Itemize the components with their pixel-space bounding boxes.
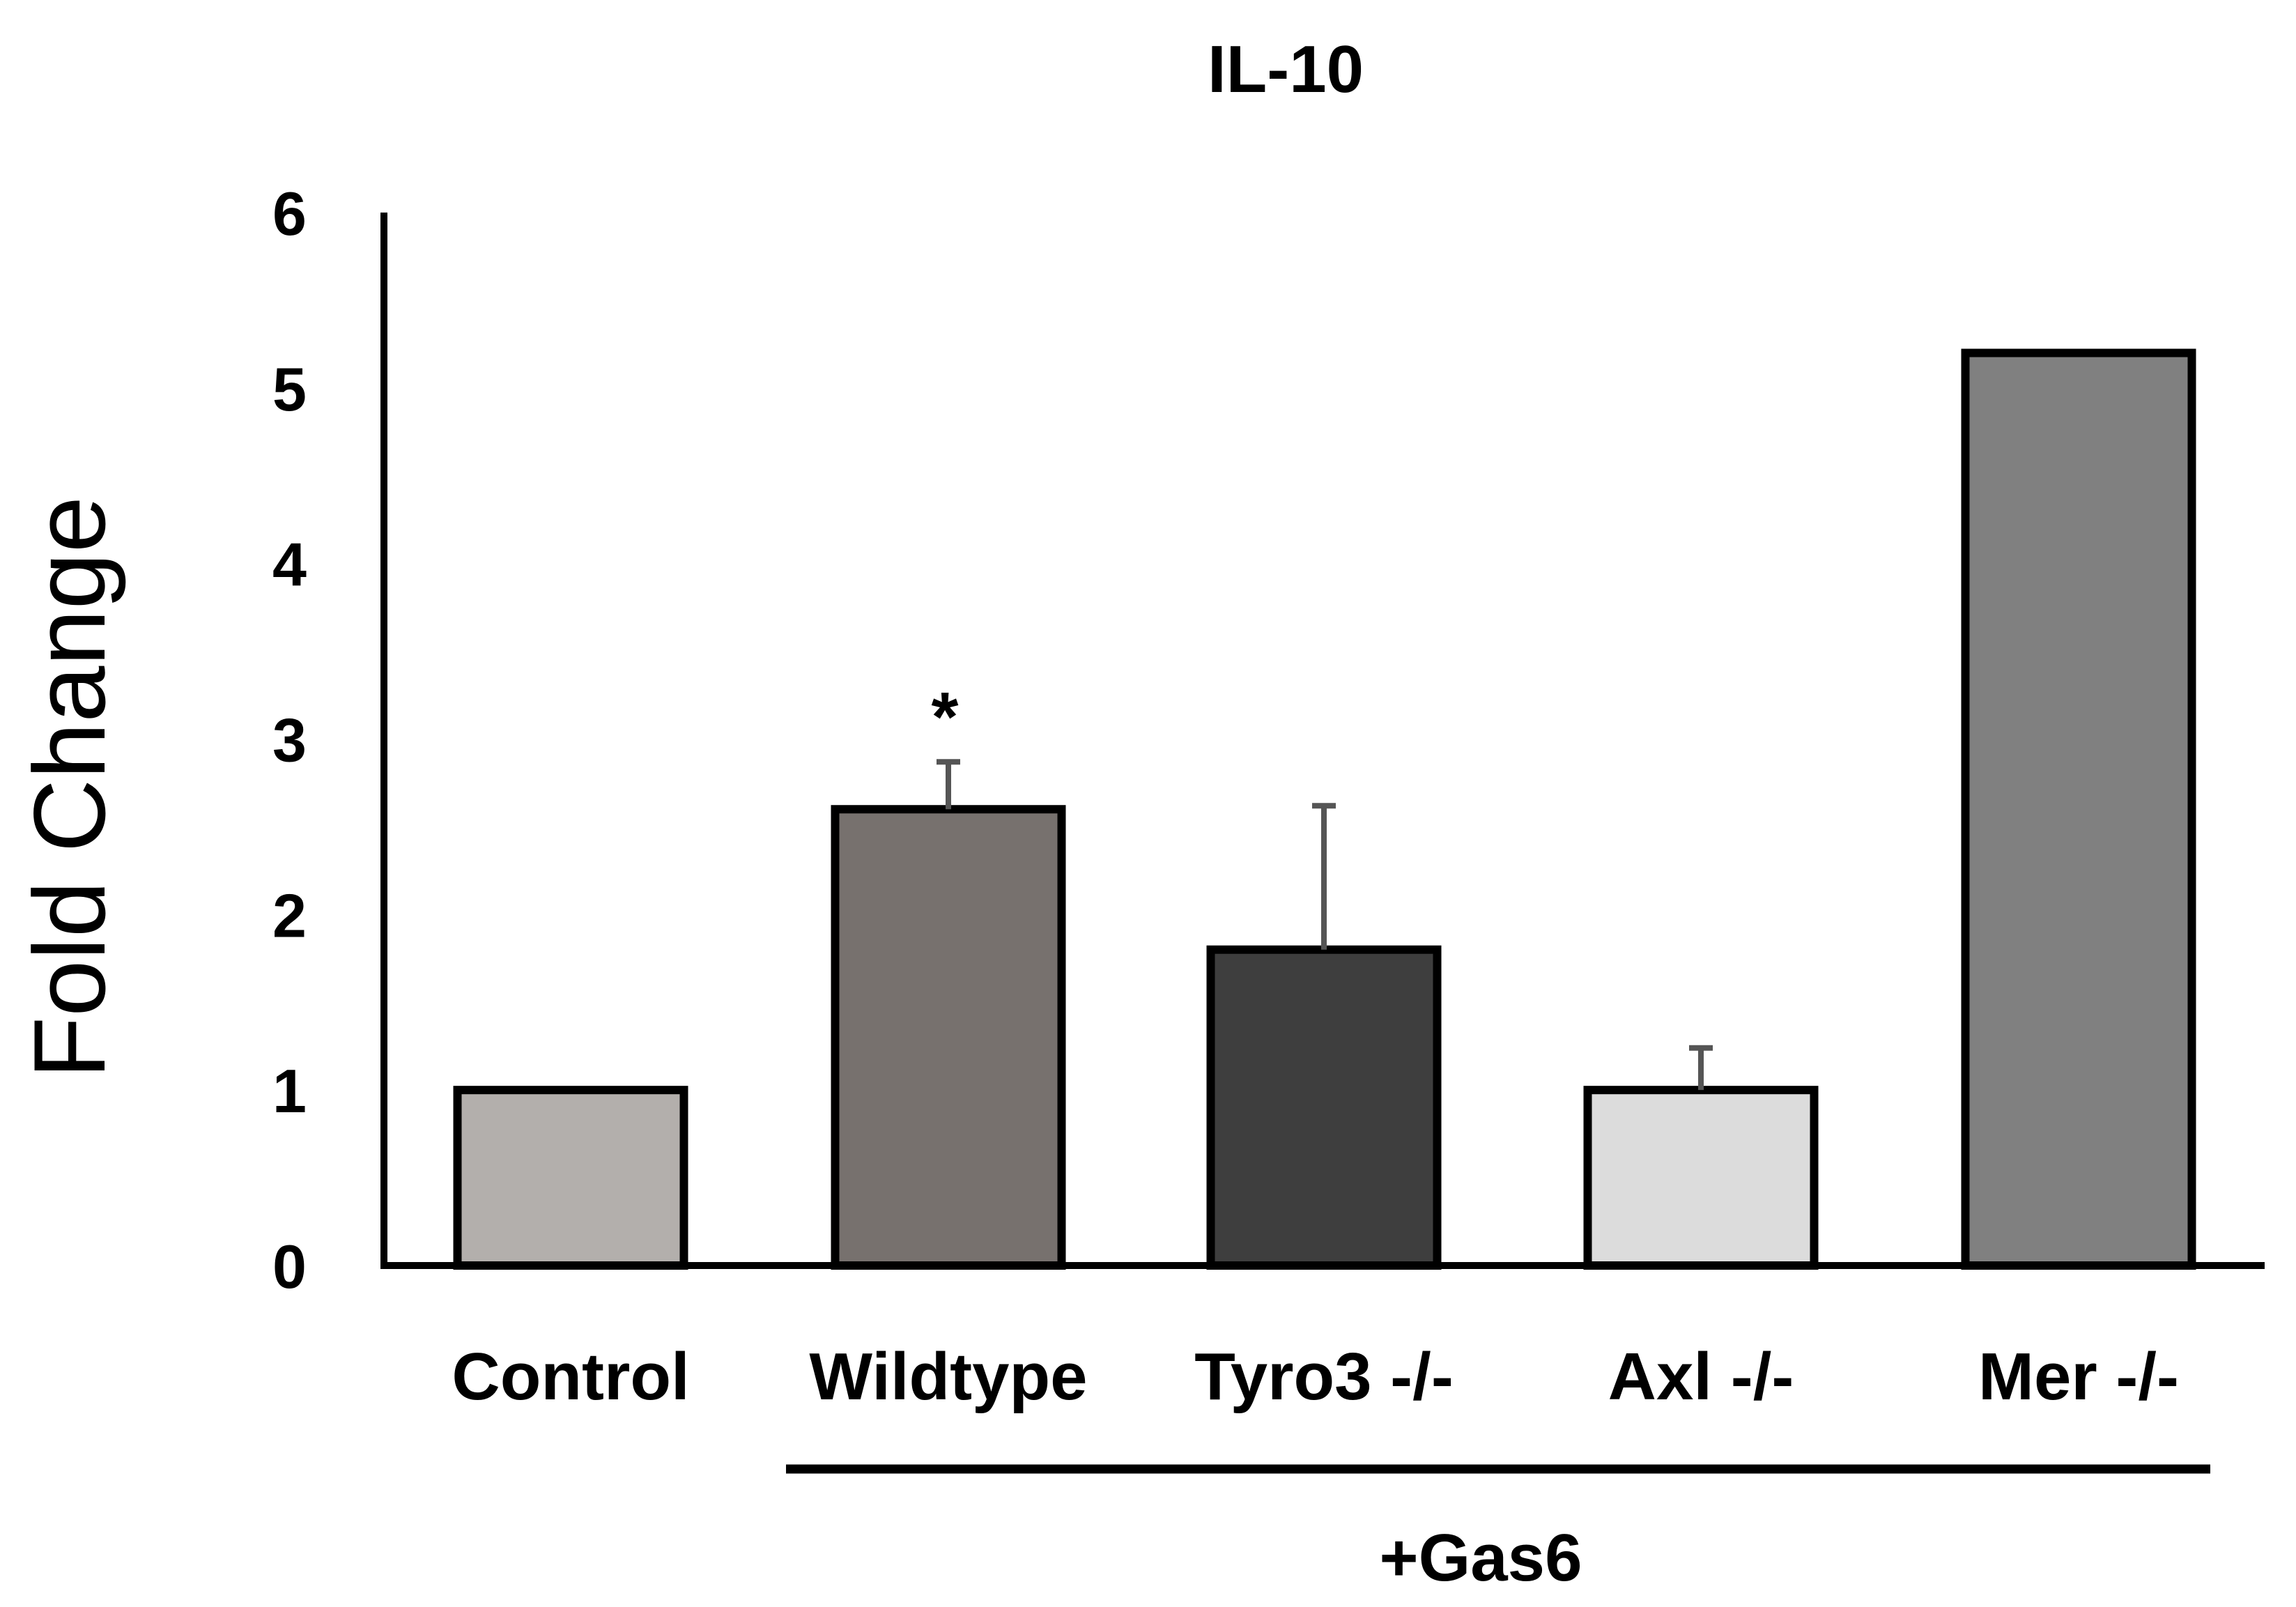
significance-star-wildtype: * bbox=[932, 678, 959, 756]
y-tick-labels: 0 1 2 3 4 5 6 bbox=[272, 179, 307, 1301]
bar-mer bbox=[1961, 348, 2196, 1270]
bar-tyro3 bbox=[1206, 945, 1442, 1270]
bar-axl bbox=[1583, 1086, 1819, 1270]
y-tick-label-1: 1 bbox=[272, 1056, 307, 1125]
gas6-group-label: +Gas6 bbox=[1380, 1521, 1582, 1595]
x-tick-labels: Control Wildtype Tyro3 -/- Axl -/- Mer -/- bbox=[452, 1339, 2179, 1414]
y-tick-label-5: 5 bbox=[272, 355, 307, 424]
x-tick-label-control: Control bbox=[452, 1339, 689, 1414]
x-tick-label-mer: Mer -/- bbox=[1978, 1339, 2179, 1414]
x-tick-label-axl: Axl -/- bbox=[1608, 1339, 1794, 1414]
y-tick-label-0: 0 bbox=[272, 1232, 307, 1301]
y-tick-label-4: 4 bbox=[272, 530, 307, 599]
y-tick-label-6: 6 bbox=[272, 179, 307, 248]
x-tick-label-wildtype: Wildtype bbox=[809, 1339, 1087, 1414]
error-bar-wildtype bbox=[937, 759, 960, 810]
y-axis-label: Fold Change bbox=[13, 496, 126, 1079]
y-tick-label-3: 3 bbox=[272, 706, 307, 775]
bar-wildtype bbox=[831, 805, 1066, 1270]
chart-title: IL-10 bbox=[1208, 32, 1364, 107]
significance-markers: * bbox=[932, 678, 959, 756]
error-bars bbox=[937, 759, 1713, 1091]
bar-control bbox=[453, 1086, 688, 1270]
error-bar-axl bbox=[1689, 1045, 1713, 1091]
x-tick-label-tyro3: Tyro3 -/- bbox=[1194, 1339, 1454, 1414]
error-bar-tyro3 bbox=[1312, 803, 1336, 950]
y-tick-label-2: 2 bbox=[272, 881, 307, 950]
